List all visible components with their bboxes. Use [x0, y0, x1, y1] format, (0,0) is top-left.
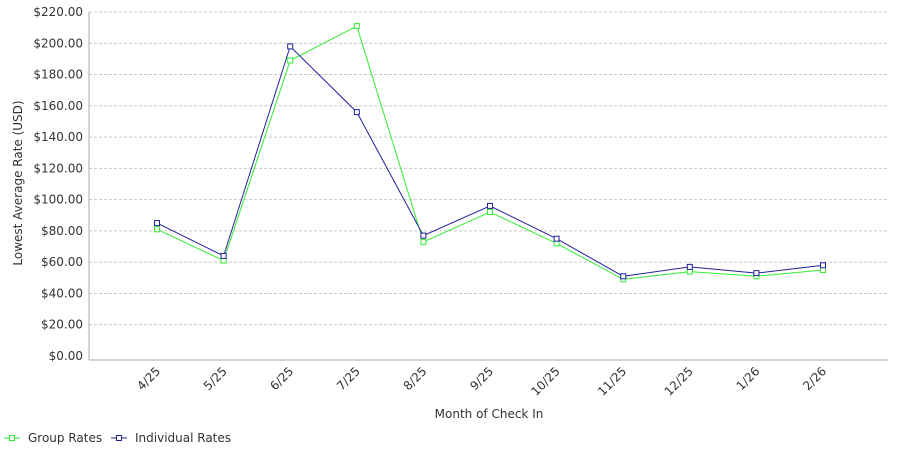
legend-label-group-rates: Group Rates — [28, 431, 102, 445]
y-tick-labels: $0.00 $20.00 $40.00 $60.00 $80.00 $100.00 $120… — [33, 5, 83, 363]
data-point — [220, 252, 227, 259]
y-tick-label: $20.00 — [41, 318, 83, 332]
x-axis-title: Month of Check In — [435, 407, 544, 421]
legend-label-individual-rates: Individual Rates — [135, 431, 231, 445]
legend-swatch-marker — [116, 435, 122, 441]
x-tick-label: 8/25 — [401, 364, 430, 393]
data-point — [686, 263, 693, 270]
x-tick-label: 10/25 — [528, 364, 562, 398]
data-point — [287, 57, 294, 64]
data-point — [553, 235, 560, 242]
x-tick-labels: 4/25 5/25 6/25 7/25 8/25 9/25 10/25 11/25 12/25 1… — [134, 364, 829, 398]
data-point — [753, 270, 760, 277]
data-point — [420, 232, 427, 239]
x-tick-label: 1/26 — [734, 364, 763, 393]
grid-lines — [89, 11, 888, 326]
data-point — [487, 209, 493, 216]
y-tick-label: $220.00 — [33, 5, 83, 19]
legend: Group Rates Individual Rates — [4, 431, 231, 445]
y-tick-label: $0.00 — [49, 349, 83, 363]
x-tick-label: 4/25 — [134, 364, 163, 393]
legend-swatch-marker — [9, 435, 15, 441]
data-point — [487, 202, 493, 209]
series-individual-rates — [154, 43, 826, 280]
data-point — [287, 43, 294, 50]
y-tick-label: $200.00 — [33, 36, 83, 50]
x-tick-label: 5/25 — [201, 364, 230, 393]
data-point — [420, 238, 427, 245]
y-tick-label: $160.00 — [33, 99, 83, 113]
data-point — [154, 220, 160, 227]
data-point — [620, 273, 627, 280]
series-group-rates — [154, 23, 826, 283]
x-tick-label: 9/25 — [467, 364, 496, 393]
x-tick-label: 7/25 — [334, 364, 363, 393]
x-tick-label: 12/25 — [662, 364, 696, 398]
x-tick-label: 6/25 — [267, 364, 296, 393]
y-tick-label: $40.00 — [41, 286, 83, 300]
y-tick-label: $60.00 — [41, 255, 83, 269]
data-point — [154, 226, 160, 233]
x-tick-label: 11/25 — [595, 364, 629, 398]
axes — [88, 12, 888, 361]
y-tick-label: $140.00 — [33, 130, 83, 144]
legend-item-individual-rates[interactable]: Individual Rates — [111, 431, 231, 445]
x-tick-label: 2/26 — [800, 364, 829, 393]
data-point — [353, 23, 360, 30]
y-axis-title: Lowest Average Rate (USD) — [11, 100, 25, 265]
series — [154, 23, 826, 283]
y-tick-label: $120.00 — [33, 161, 83, 175]
y-tick-label: $100.00 — [33, 193, 83, 207]
data-point — [820, 262, 826, 269]
y-tick-label: $80.00 — [41, 224, 83, 238]
legend-item-group-rates[interactable]: Group Rates — [4, 431, 102, 445]
data-point — [353, 109, 360, 116]
y-tick-label: $180.00 — [33, 68, 83, 82]
